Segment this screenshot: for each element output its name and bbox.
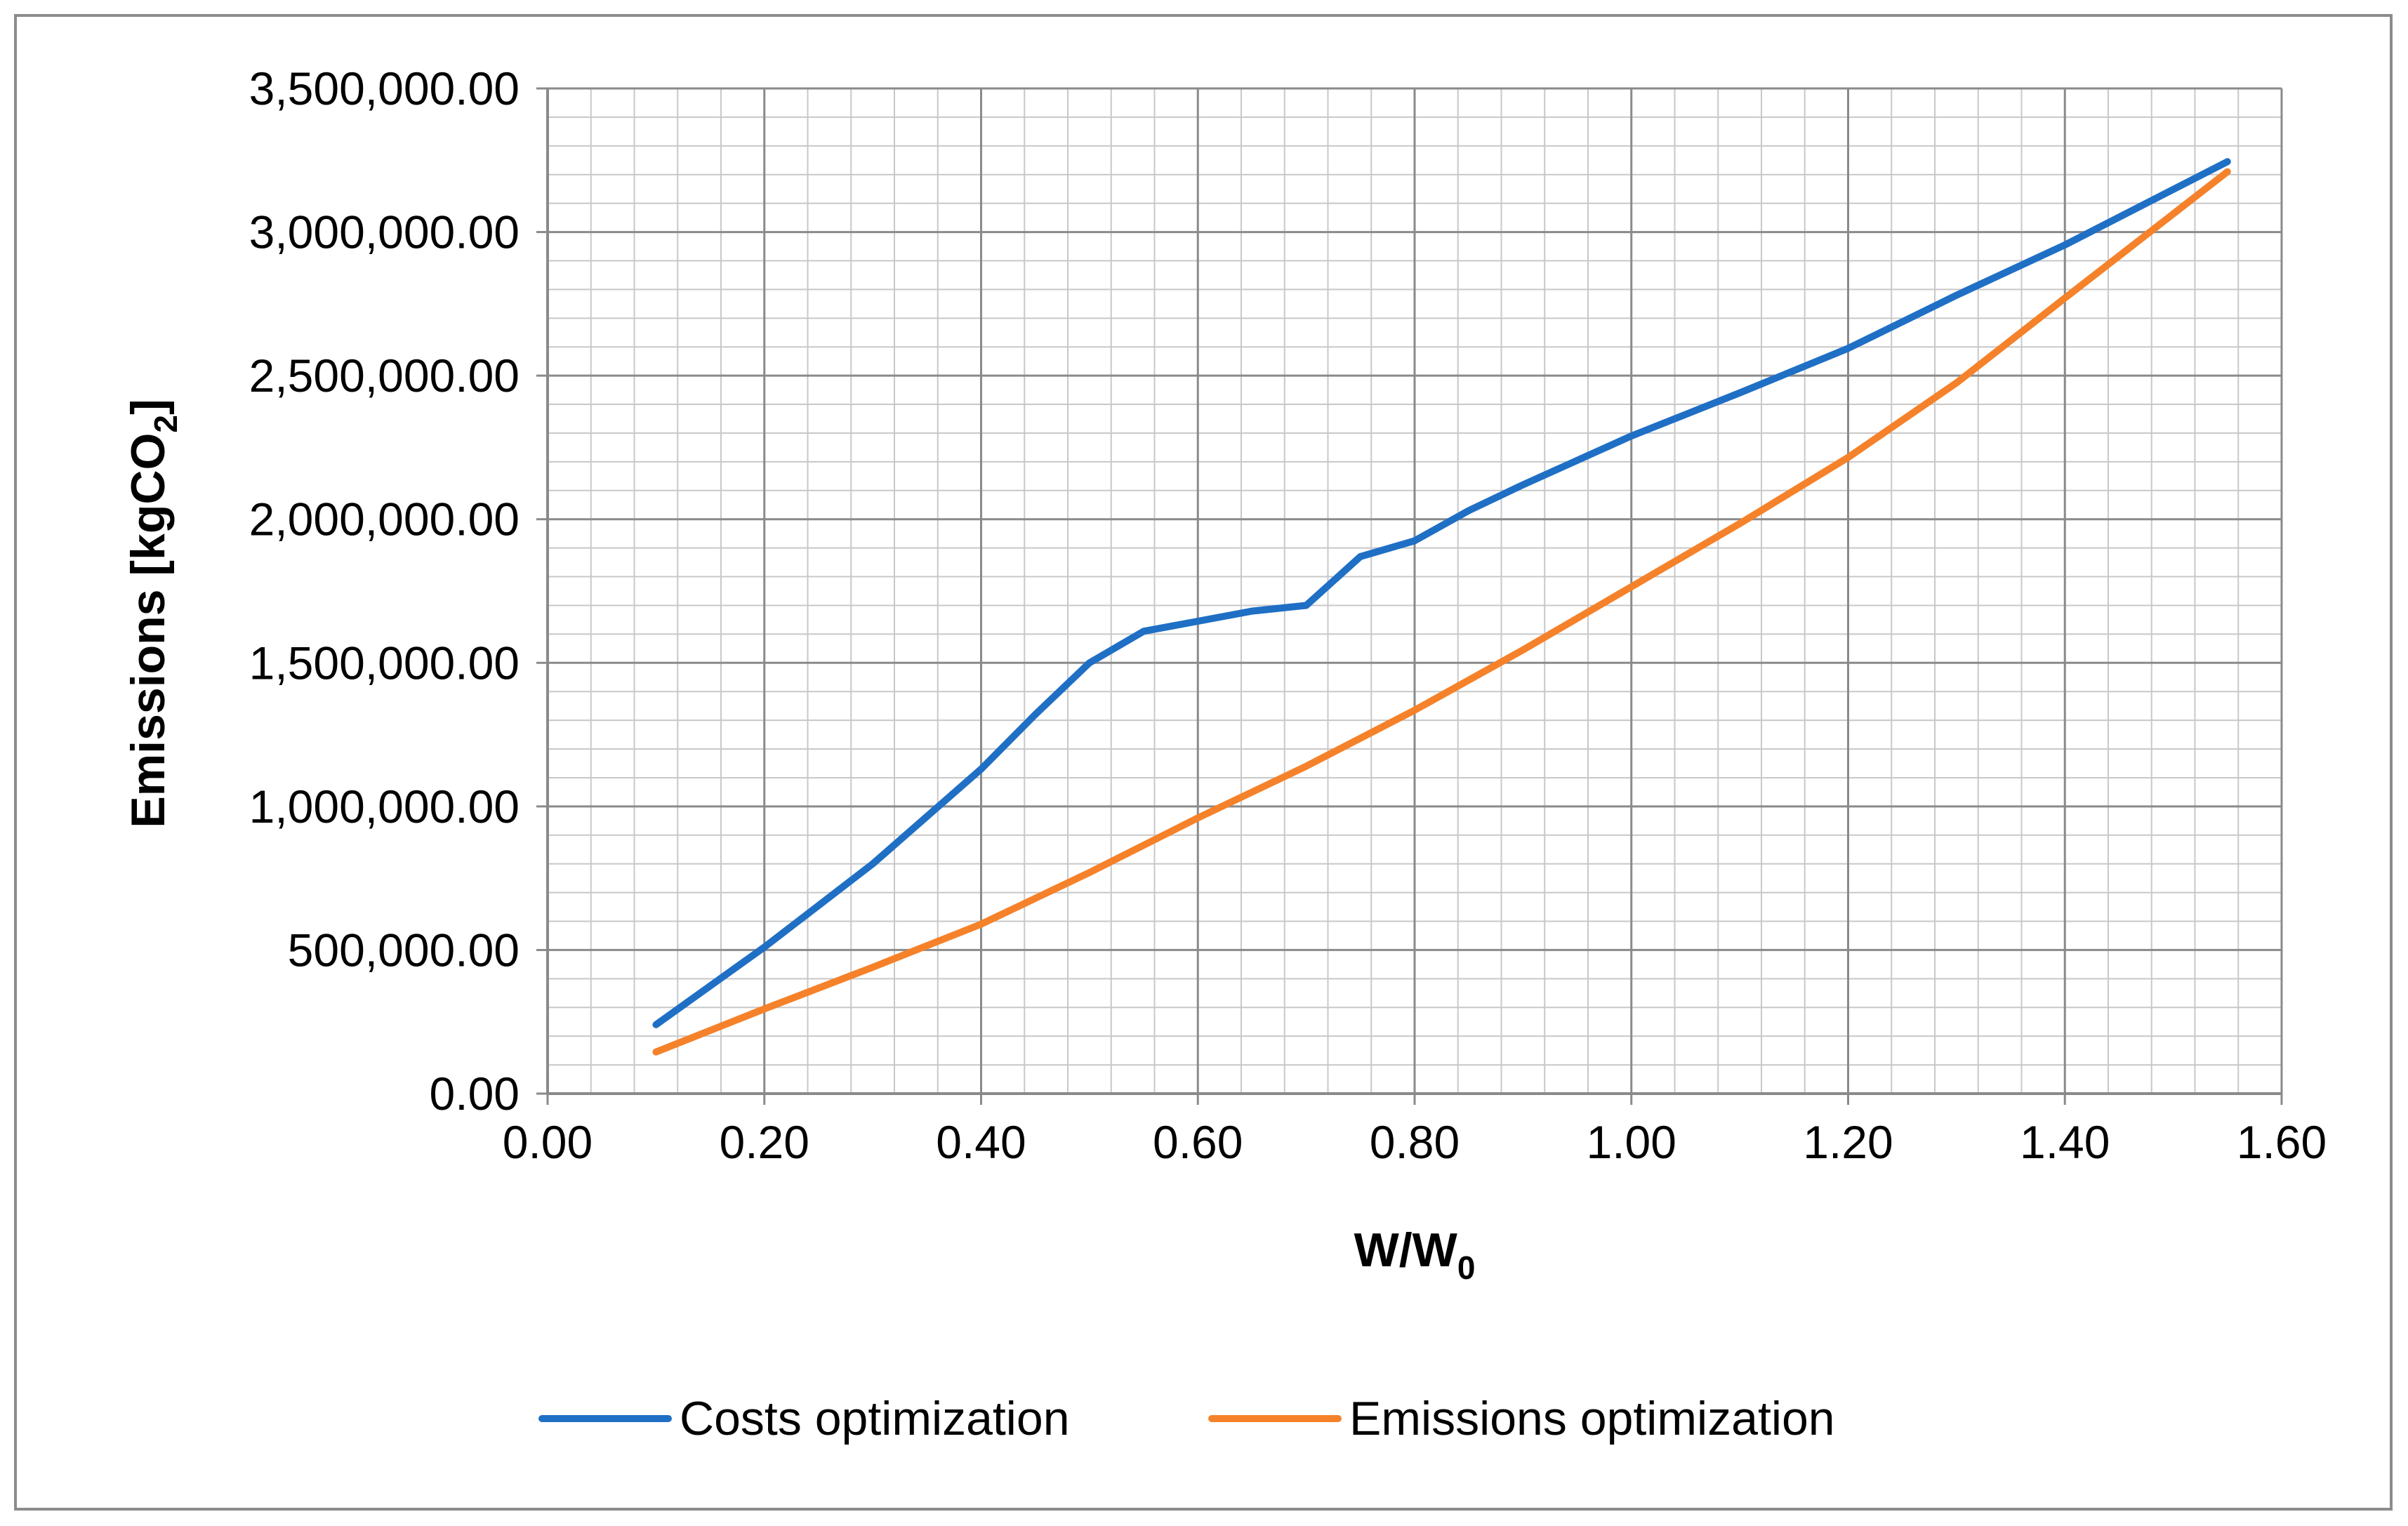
x-axis-title: W/W0	[1354, 1223, 1476, 1286]
x-tick-label: 0.60	[1153, 1116, 1243, 1168]
y-axis-title: Emissions [kgCO2]	[121, 399, 184, 828]
y-tick-labels: 0.00 500,000.00 1,000,000.00 1,500,000.00 2,…	[249, 62, 520, 1120]
x-tick-label: 0.40	[936, 1116, 1026, 1168]
legend-item-costs: Costs optimization	[538, 1392, 1070, 1445]
x-tick-label: 1.40	[2020, 1116, 2110, 1168]
emissions-chart: 0.00 0.20 0.40 0.60 0.80 1.00 1.20 1.40 1.60 0.0…	[121, 62, 2327, 1445]
x-tick-label: 1.20	[1803, 1116, 1893, 1168]
major-grid	[546, 87, 2283, 1095]
y-tick-label: 500,000.00	[288, 924, 520, 976]
y-tick-label: 3,500,000.00	[249, 62, 520, 114]
x-tick-label: 0.00	[503, 1116, 593, 1168]
series-line-costs-optimization	[652, 158, 2231, 1028]
axes	[536, 87, 2283, 1105]
y-tick-label: 2,000,000.00	[249, 493, 520, 545]
series-line-emissions-optimization	[652, 168, 2231, 1056]
y-tick-label: 1,500,000.00	[249, 637, 520, 689]
x-tick-label: 1.00	[1587, 1116, 1676, 1168]
legend-label-emissions: Emissions optimization	[1349, 1392, 1835, 1445]
legend: Costs optimization Emissions optimizatio…	[538, 1392, 1835, 1445]
chart-frame: 0.00 0.20 0.40 0.60 0.80 1.00 1.20 1.40 1.60 0.0…	[14, 14, 2393, 1511]
y-tick-label: 3,000,000.00	[249, 206, 520, 258]
y-tick-label: 0.00	[430, 1068, 520, 1120]
y-tick-label: 1,000,000.00	[249, 781, 520, 832]
x-tick-label: 0.20	[720, 1116, 809, 1168]
x-tick-labels: 0.00 0.20 0.40 0.60 0.80 1.00 1.20 1.40 1.60	[503, 1116, 2327, 1168]
series-layer	[652, 158, 2231, 1056]
x-tick-label: 0.80	[1370, 1116, 1460, 1168]
legend-label-costs: Costs optimization	[680, 1392, 1070, 1445]
x-tick-label: 1.60	[2237, 1116, 2327, 1168]
y-tick-label: 2,500,000.00	[249, 350, 520, 402]
legend-item-emissions: Emissions optimization	[1208, 1392, 1835, 1445]
